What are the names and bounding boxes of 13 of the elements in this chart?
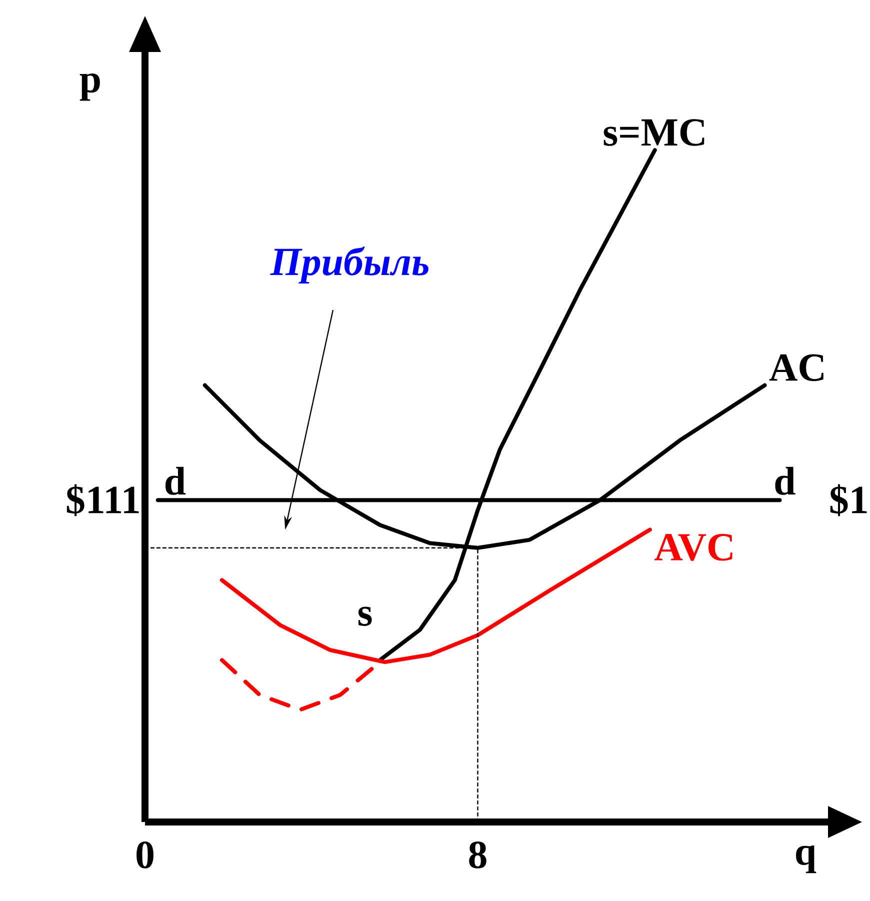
series-label: AVC xyxy=(654,534,732,561)
x-tick-label: 0 xyxy=(136,841,154,868)
annotation: d xyxy=(775,466,796,495)
text: $1 xyxy=(830,484,867,516)
text: $111 xyxy=(66,484,139,516)
annotation: Прибыль xyxy=(270,246,428,284)
x-axis-title: q xyxy=(796,845,816,874)
series-label: AC xyxy=(769,354,824,382)
series-label: s=MC xyxy=(604,119,704,146)
x-tick-label: 8 xyxy=(469,841,486,868)
y-axis-title: p xyxy=(80,73,100,101)
annotation: s xyxy=(358,606,372,626)
annotation: d xyxy=(165,466,186,495)
